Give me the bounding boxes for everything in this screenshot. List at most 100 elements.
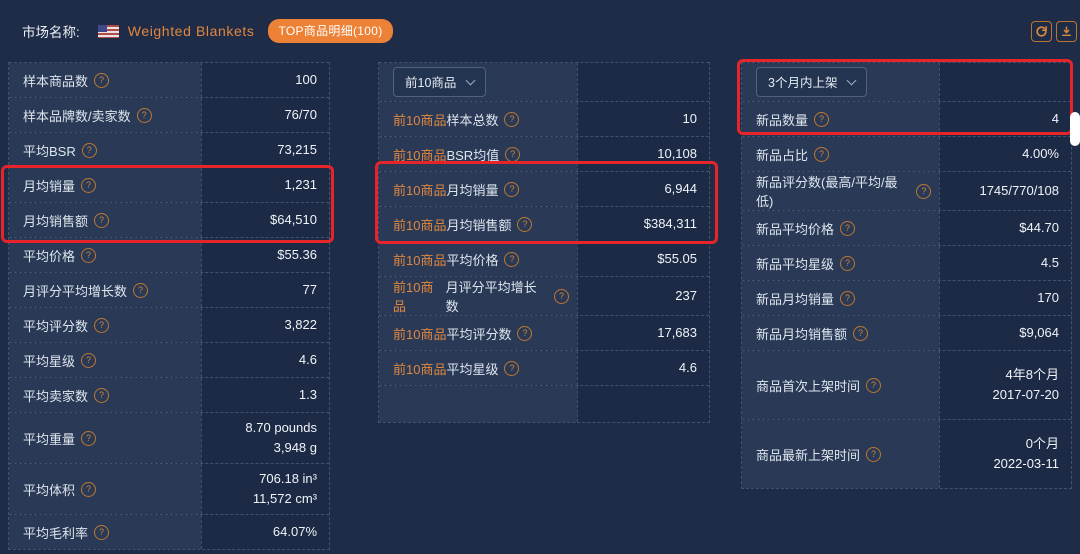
help-icon[interactable] [866,446,882,462]
label-cell: 平均BSR [9,133,201,167]
value-cell [577,63,709,101]
table-row: 新品占比 4.00% [742,136,1071,171]
row-value: 4.6 [298,351,317,367]
table-row: 平均卖家数 1.3 [9,377,329,412]
label-cell: 前10商品 [379,63,577,101]
row-value: 0个月 [1025,435,1059,451]
value-cell [577,386,709,422]
row-value: $384,311 [643,215,697,231]
label-cell: 新品月均销售额 [742,316,940,350]
scrollbar-thumb[interactable] [1070,112,1080,146]
value-cell: 8.70 pounds 3,948 g [201,413,329,463]
label-cell: 商品首次上架时间 [742,351,940,419]
help-icon[interactable] [81,142,97,158]
overall-stats-table: 样本商品数 100 样本品牌数/卖家数 76/70 平均BSR 73,215 月均销量 1,2… [8,62,330,550]
top10-stats-table: 前10商品前10商品样本总数10前10商品BSR均值10,108前10商品月均销… [378,62,710,423]
help-icon[interactable] [504,360,520,376]
help-icon[interactable] [517,325,533,341]
filter-select[interactable]: 3个月内上架 [756,67,868,97]
label-cell: 月评分平均增长数 [9,273,201,307]
row-value: 2022-03-11 [993,456,1059,471]
value-cell: 1.3 [201,378,329,412]
row-label: 平均卖家数 [23,388,89,404]
help-icon[interactable] [94,524,110,540]
row-label: 平均星级 [446,361,499,377]
filter-select-value: 前10商品 [405,76,457,90]
top-products-badge[interactable]: TOP商品明细(100) [268,19,393,43]
row-value: 3,948 g [273,440,317,455]
row-label: 平均重量 [23,431,76,447]
help-icon[interactable] [94,387,110,403]
label-cell: 新品平均价格 [742,211,940,245]
help-icon[interactable] [554,288,569,304]
help-icon[interactable] [81,177,97,193]
help-icon[interactable] [504,181,520,197]
help-icon[interactable] [840,220,856,236]
label-prefix: 前10商品 [393,217,447,233]
value-cell: $55.05 [577,242,709,276]
row-value: 3,822 [284,316,317,332]
label-cell: 新品数量 [742,102,940,136]
label-prefix: 前10商品 [393,326,447,342]
value-cell: $9,064 [939,316,1071,350]
value-cell: $384,311 [577,207,709,241]
value-cell: 10 [577,102,709,136]
table-row: 平均重量 8.70 pounds 3,948 g [9,412,329,463]
help-icon[interactable] [916,183,932,199]
row-label: 月评分平均增长数 [23,283,128,299]
help-icon[interactable] [504,111,520,127]
help-icon[interactable] [94,212,110,228]
row-value: 706.18 in³ [259,470,317,486]
row-label: 新品评分数(最高/平均/最低) [756,175,898,209]
download-button[interactable] [1056,21,1077,42]
help-icon[interactable] [853,325,869,341]
help-icon[interactable] [866,377,882,393]
label-cell: 前10商品 月评分平均增长数 [379,277,577,315]
value-cell: 4年8个月 2017-07-20 [939,351,1071,419]
help-icon[interactable] [814,146,830,162]
help-icon[interactable] [840,255,856,271]
label-cell: 3个月内上架 [742,63,940,101]
download-icon [1062,26,1071,36]
row-label: 新品占比 [756,147,809,163]
label-cell: 月均销量 [9,168,201,202]
help-icon[interactable] [81,481,97,497]
row-value: 1745/770/108 [979,182,1059,198]
help-icon[interactable] [505,146,521,162]
header: 市场名称: Weighted Blankets TOP商品明细(100) [0,0,1080,62]
table-row: 样本品牌数/卖家数 76/70 [9,97,329,132]
help-icon[interactable] [840,290,856,306]
label-prefix: 前10商品 [393,147,447,163]
table-row: 样本商品数 100 [9,62,329,97]
help-icon[interactable] [81,352,97,368]
label-cell: 平均评分数 [9,308,201,342]
help-icon[interactable] [133,282,149,298]
help-icon[interactable] [517,216,533,232]
value-cell: 3,822 [201,308,329,342]
row-label: 平均评分数 [23,318,89,334]
help-icon[interactable] [814,111,830,127]
help-icon[interactable] [81,430,97,446]
row-value: 1,231 [284,176,317,192]
filter-select-value: 3个月内上架 [768,76,838,90]
market-name-link[interactable]: Weighted Blankets [127,23,255,39]
row-value: 77 [302,281,317,297]
row-value: 10 [682,110,697,126]
table-row: 新品评分数(最高/平均/最低) 1745/770/108 [742,171,1071,210]
row-label: 平均评分数 [446,326,512,342]
help-icon[interactable] [94,317,110,333]
help-icon[interactable] [504,251,520,267]
table-row: 新品月均销售额 $9,064 [742,315,1071,350]
help-icon[interactable] [81,247,97,263]
value-cell: $64,510 [201,203,329,237]
row-value: 4 [1051,110,1059,126]
table-row: 新品平均星级 4.5 [742,245,1071,280]
help-icon[interactable] [94,72,110,88]
value-cell: 1,231 [201,168,329,202]
filter-select[interactable]: 前10商品 [393,67,487,97]
label-cell: 样本品牌数/卖家数 [9,98,201,132]
help-icon[interactable] [136,107,152,123]
refresh-button[interactable] [1031,21,1052,42]
